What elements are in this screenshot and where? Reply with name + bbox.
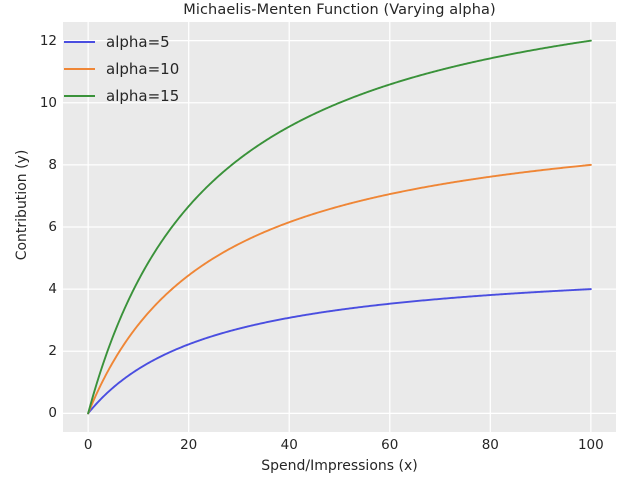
- y-tick-label: 12: [39, 32, 57, 49]
- gridlines: [63, 22, 616, 432]
- plot-area: [63, 22, 616, 432]
- y-tick-label: 0: [48, 405, 57, 422]
- y-axis-label: Contribution (y): [14, 149, 30, 261]
- legend-label: alpha=5: [106, 33, 170, 51]
- chart-legend: alpha=5 alpha=10 alpha=15: [64, 33, 179, 105]
- legend-entry: alpha=10: [64, 60, 179, 78]
- y-tick-label: 2: [48, 343, 57, 360]
- x-tick-label: 100: [577, 437, 604, 453]
- legend-color-swatch: [64, 95, 95, 97]
- y-tick-label: 8: [48, 156, 57, 173]
- chart-title: Michaelis-Menten Function (Varying alpha…: [183, 2, 496, 18]
- plot-canvas: [63, 22, 616, 432]
- x-tick-label: 60: [381, 437, 399, 453]
- y-tick-label: 4: [48, 281, 57, 298]
- x-tick-label: 0: [83, 437, 93, 453]
- series-line: [87, 39, 592, 415]
- legend-color-swatch: [64, 41, 95, 43]
- series-line: [87, 288, 592, 415]
- y-tick-label: 6: [48, 219, 57, 235]
- x-axis-label: Spend/Impressions (x): [261, 458, 418, 474]
- legend-label: alpha=15: [106, 87, 180, 105]
- legend-color-swatch: [64, 68, 95, 70]
- series-line: [87, 163, 592, 415]
- series-lines: [87, 39, 592, 415]
- legend-label: alpha=10: [106, 60, 180, 78]
- y-tick-label: 10: [39, 94, 57, 111]
- x-tick-label: 40: [280, 437, 298, 453]
- x-tick-label: 80: [481, 437, 499, 453]
- legend-entry: alpha=15: [64, 87, 179, 105]
- x-tick-label: 20: [180, 437, 198, 453]
- legend-entry: alpha=5: [64, 33, 179, 51]
